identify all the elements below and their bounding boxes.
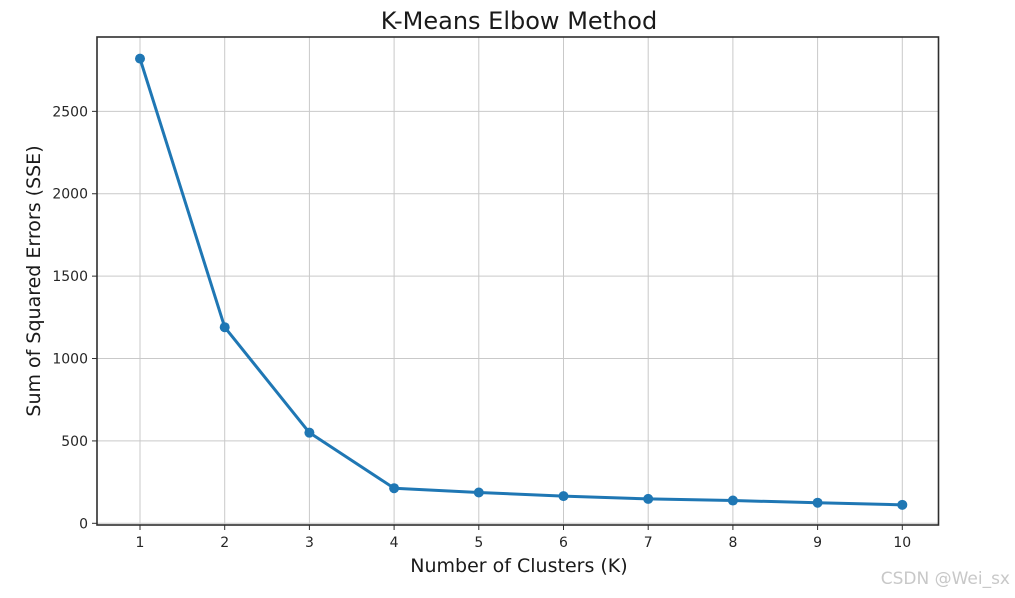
x-tick-label: 9 <box>813 535 822 551</box>
data-point <box>812 497 823 508</box>
y-tick-label: 2000 <box>52 187 88 203</box>
watermark-text: CSDN @Wei_sx <box>881 569 1010 589</box>
grid-layer <box>97 37 939 525</box>
x-tick-label: 3 <box>305 535 314 551</box>
data-point <box>219 322 230 333</box>
sse-line <box>138 57 904 507</box>
y-tick-label: 1000 <box>52 352 88 368</box>
y-axis-label: Sum of Squared Errors (SSE) <box>23 145 45 416</box>
x-tick-label: 6 <box>559 535 568 551</box>
series-layer <box>135 53 908 510</box>
y-tick-label: 500 <box>61 434 88 450</box>
y-tick-label: 1500 <box>52 269 88 285</box>
x-tick-label: 5 <box>474 535 483 551</box>
x-tick-label: 1 <box>136 535 145 551</box>
data-point <box>135 53 145 64</box>
tick-layer: 1 2 3 4 5 6 7 8 9 10 0 500 1000 1500 2000 2500 <box>52 104 911 551</box>
x-tick-label: 4 <box>390 535 399 551</box>
chart-title: K-Means Elbow Method <box>381 7 657 35</box>
data-point <box>304 427 315 438</box>
data-point <box>727 495 738 506</box>
plot-border <box>96 36 940 526</box>
data-point <box>558 491 569 502</box>
data-point <box>643 493 654 504</box>
x-tick-label: 10 <box>893 535 911 551</box>
x-axis-label: Number of Clusters (K) <box>410 555 627 577</box>
data-point <box>897 499 908 510</box>
x-tick-label: 8 <box>728 535 737 551</box>
data-point <box>389 483 400 494</box>
y-tick-label: 2500 <box>52 104 88 120</box>
x-tick-label: 7 <box>644 535 653 551</box>
y-tick-label: 0 <box>79 516 88 532</box>
x-tick-label: 2 <box>220 535 229 551</box>
data-point <box>473 487 484 498</box>
